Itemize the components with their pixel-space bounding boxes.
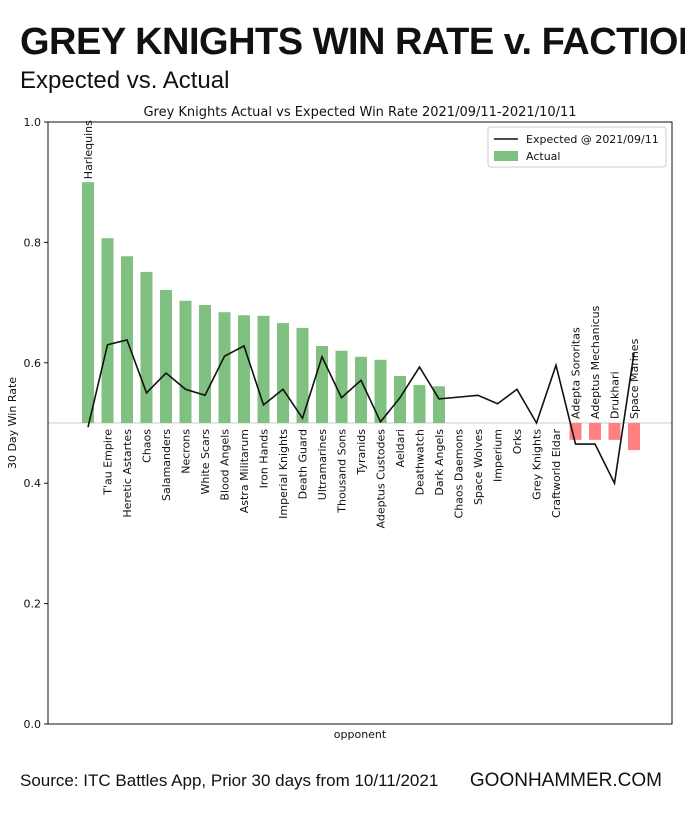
bar (335, 350, 348, 423)
bar (101, 238, 114, 423)
bar (413, 385, 426, 423)
category-label: Adepta Sororitas (570, 327, 583, 419)
legend-label: Expected @ 2021/09/11 (526, 133, 659, 146)
category-label: Imperial Knights (277, 429, 290, 519)
category-label: Craftworld Eldar (550, 429, 563, 518)
category-label: Chaos (141, 429, 154, 463)
category-label: Heretic Astartes (121, 429, 134, 518)
bar (218, 312, 231, 423)
category-label: Deathwatch (414, 429, 427, 495)
bar (199, 305, 211, 423)
bar (179, 300, 192, 423)
category-label: Aeldari (394, 429, 407, 467)
source: Source: ITC Battles App, Prior 30 days f… (20, 771, 438, 790)
bar (608, 423, 621, 440)
legend-box (487, 126, 667, 168)
y-tick-label: 0.0 (24, 718, 42, 731)
category-label: Salamanders (160, 429, 173, 501)
x-axis-label: opponent (334, 728, 387, 741)
bar (160, 289, 172, 423)
category-label: Ultramarines (316, 429, 329, 500)
bar (238, 315, 250, 423)
category-label: White Scars (199, 429, 212, 495)
bar (569, 423, 582, 440)
category-label: Dark Angels (433, 429, 446, 496)
category-label: Chaos Daemons (453, 429, 466, 519)
category-label: Death Guard (297, 429, 310, 499)
category-label: Grey Knights (531, 429, 544, 500)
y-tick-label: 0.4 (24, 477, 42, 490)
category-label: Tyranids (355, 429, 368, 476)
bar (355, 356, 367, 423)
category-label: Adeptus Custodes (375, 429, 388, 529)
category-label: Orks (511, 429, 524, 455)
bar (394, 376, 406, 423)
legend-swatch (494, 151, 518, 161)
bar (374, 359, 387, 423)
plot-frame (47, 121, 673, 725)
category-label: Blood Angels (219, 429, 232, 501)
category-label: Astra Militarum (238, 429, 251, 513)
legend-label: Actual (526, 150, 560, 163)
bar (277, 323, 289, 423)
y-tick-label: 0.6 (24, 357, 42, 370)
page-subtitle: Expected vs. Actual (20, 67, 229, 94)
page-title: GREY KNIGHTS WIN RATE v. FACTION (20, 21, 685, 63)
bar (589, 423, 601, 440)
bar (82, 182, 94, 423)
brand: GOONHAMMER.COM (470, 770, 662, 791)
bar (257, 315, 270, 423)
category-label: Adeptus Mechanicus (589, 305, 602, 419)
category-label: Necrons (180, 429, 193, 474)
chart-title: Grey Knights Actual vs Expected Win Rate… (143, 105, 576, 120)
bar (628, 423, 640, 451)
category-label: Harlequins (82, 120, 95, 179)
y-tick-label: 1.0 (24, 116, 42, 129)
y-tick-label: 0.8 (24, 236, 42, 249)
category-label: Thousand Sons (336, 429, 349, 514)
expected-line (87, 338, 635, 486)
category-label: Space Wolves (472, 429, 485, 505)
category-label: T'au Empire (102, 429, 115, 496)
category-label: Drukhari (609, 371, 622, 419)
y-axis-label: 30 Day Win Rate (6, 377, 19, 469)
category-label: Imperium (492, 429, 505, 482)
bar (140, 271, 153, 423)
category-label: Space Marines (628, 338, 641, 419)
y-tick-label: 0.2 (24, 598, 42, 611)
bar (296, 327, 309, 423)
category-label: Iron Hands (258, 429, 271, 489)
